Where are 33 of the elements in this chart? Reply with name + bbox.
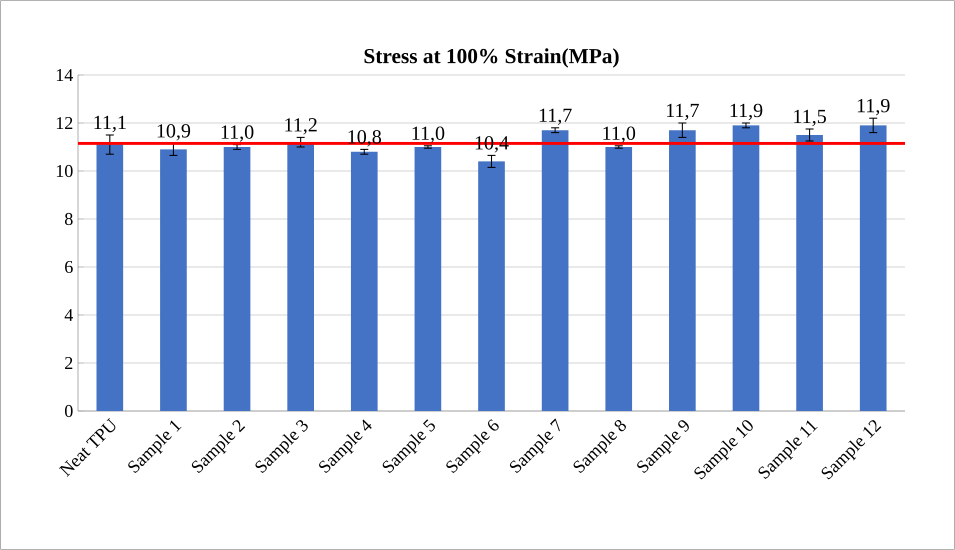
y-tick-label: 8 — [64, 212, 73, 226]
y-tick-label: 2 — [65, 357, 72, 369]
bar — [669, 130, 696, 411]
data-label: 11,0 — [222, 125, 254, 142]
bar — [350, 152, 378, 411]
chart-title: Stress at 100% Strain(MPa) — [364, 48, 619, 68]
bar — [796, 135, 823, 411]
bar — [860, 125, 887, 411]
data-label: 11,7 — [540, 108, 572, 125]
data-label: 11,0 — [603, 126, 636, 143]
y-tick-label: 14 — [56, 69, 74, 81]
bar — [478, 161, 505, 411]
bar — [732, 125, 760, 411]
data-label: 11,9 — [858, 98, 890, 116]
bar — [224, 146, 250, 411]
y-tick-label: 0 — [64, 404, 73, 418]
bar — [605, 146, 632, 411]
y-tick-label: 4 — [64, 309, 74, 321]
y-tick-label: 6 — [65, 260, 73, 274]
bar — [542, 130, 568, 411]
data-label: 10,9 — [158, 124, 190, 140]
data-label: 11,0 — [412, 126, 444, 143]
data-label: 11,2 — [285, 118, 317, 134]
bar — [414, 146, 442, 411]
bar — [160, 149, 187, 411]
data-label: 11,9 — [730, 104, 762, 120]
bar — [96, 144, 124, 411]
y-tick-label: 10 — [56, 164, 73, 178]
data-label: 11,7 — [666, 104, 699, 120]
data-label: 11,1 — [94, 116, 126, 132]
data-label: 11,5 — [794, 110, 826, 126]
x-tick-label: Neat TPU — [58, 418, 116, 477]
y-tick-label: 12 — [56, 117, 72, 129]
